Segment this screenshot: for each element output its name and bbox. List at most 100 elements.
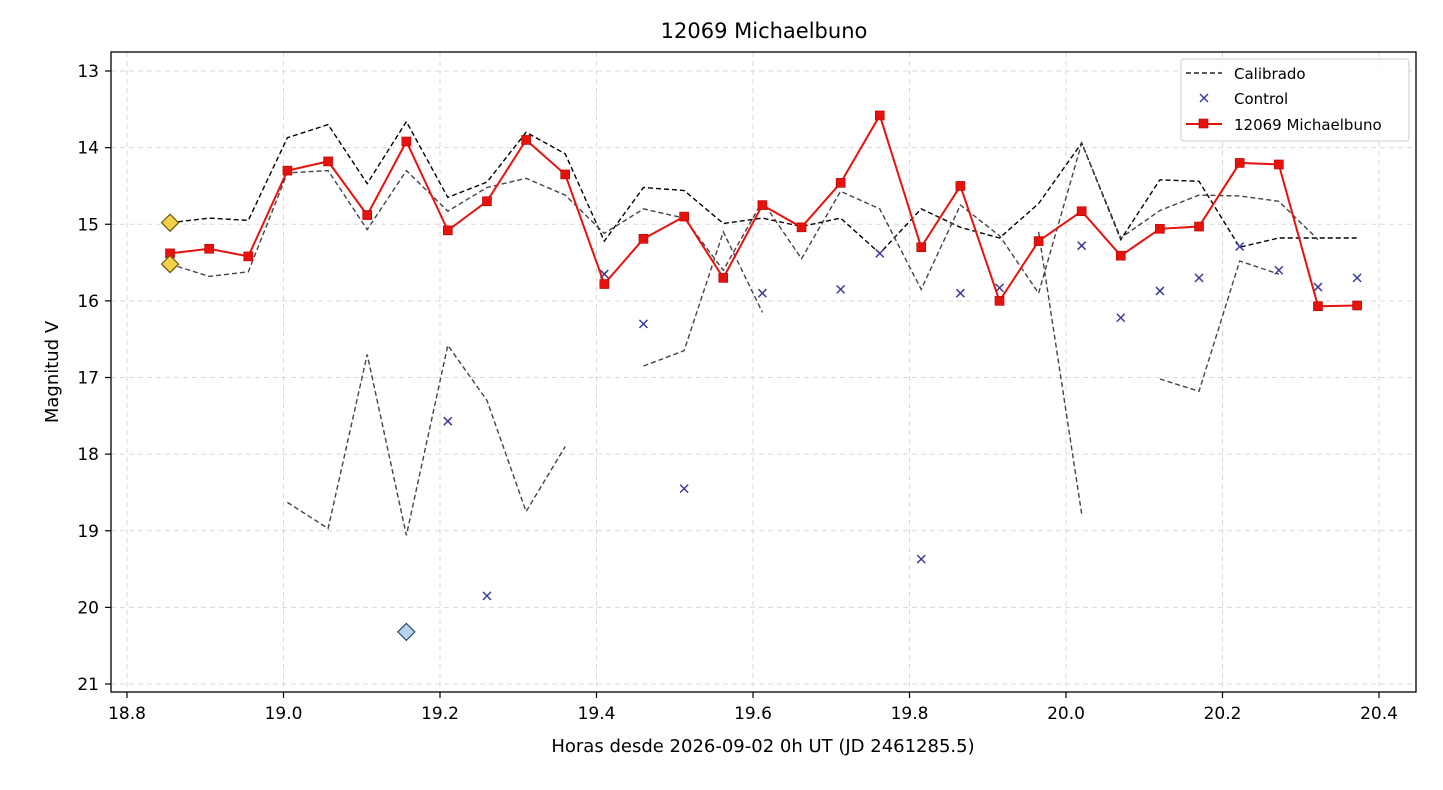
control-point-stroke [875,248,885,258]
series-comparison-line [1159,260,1280,393]
x-tick-label: 19.8 [891,704,929,724]
control-point [1077,241,1087,251]
y-tick-label: 13 [77,62,99,82]
control-point-stroke [1235,241,1245,252]
control-point-stroke [757,288,767,298]
control-point-stroke [638,319,648,329]
y-tick-label: 14 [77,139,99,159]
control-point [1352,273,1362,283]
target-point [1274,159,1284,170]
y-tick-label: 20 [77,598,99,618]
target-point [718,273,729,283]
legend-control-label: Control [1234,90,1288,108]
x-tick-label: 20.2 [1204,704,1242,724]
legend-control-swatch [1199,93,1209,103]
control-point-stroke [1077,241,1087,251]
target-point [443,225,453,236]
x-tick-label: 19.2 [421,704,459,724]
control-point-stroke [1194,273,1204,283]
series-comparison-line [287,343,566,536]
target-point [796,222,807,233]
legend-target-label: 12069 Michaelbuno [1234,116,1382,134]
control-point-stroke [916,554,926,564]
control-point-stroke [1313,282,1323,292]
x-tick-label: 19.6 [734,704,772,724]
target-point [1033,236,1044,246]
legend-calibrado-label: Calibrado [1234,65,1306,83]
series-comparison-line [643,230,764,367]
control-point [1116,313,1126,323]
control-point [1313,282,1323,292]
target-point [599,279,610,289]
control-point [443,416,453,426]
reference-diamond-yellow [160,213,180,233]
axes: 18.8 19.0 19.2 19.4 19.6 19.8 20.0 20.2 20.4 13 14… [77,62,1398,724]
target-point [521,135,531,145]
target-point [757,200,768,210]
control-point [679,484,689,494]
x-tick-label: 20.0 [1047,704,1085,724]
target-point [1194,221,1204,232]
legend: Calibrado Control 12069 Michaelbuno [1180,58,1410,142]
control-point-stroke [1155,286,1165,296]
y-tick-label: 15 [77,215,99,235]
control-point [916,554,926,564]
target-point [282,165,293,176]
target-point [1155,224,1165,234]
target-point [401,136,412,147]
target-point [560,169,571,180]
control-point-stroke [1274,265,1284,275]
plot-area-frame [110,51,1417,693]
legend-target-swatch-marker [1198,118,1209,129]
target-point [916,242,927,253]
target-point [1234,158,1245,168]
target-point [323,156,333,167]
control-point-stroke [443,416,453,426]
control-point [1235,241,1245,252]
target-point [243,251,254,262]
control-point [955,288,965,298]
x-tick-label: 20.4 [1360,704,1398,724]
target-point [638,234,649,244]
target-point [1076,206,1087,217]
target-point [204,243,214,254]
target-point [679,211,689,222]
x-tick-label: 19.4 [578,704,616,724]
control-point-stroke [1352,273,1362,283]
target-point [1115,250,1126,261]
target-point [994,296,1005,306]
y-tick-label: 19 [77,522,99,542]
target-point [482,196,492,207]
grid [111,52,1416,692]
chart-title: 12069 Michaelbuno [661,19,868,43]
control-point [1274,265,1284,275]
target-point [1313,301,1323,312]
control-point [482,591,492,601]
x-axis-title: Horas desde 2026-09-02 0h UT (JD 2461285… [551,736,974,757]
control-point-stroke [482,591,492,601]
x-tick-label: 18.8 [108,704,146,724]
control-point [836,284,846,294]
y-tick-label: 17 [77,369,99,389]
target-point [362,210,373,220]
y-tick-label: 21 [77,675,99,695]
x-tick-label: 19.0 [265,704,303,724]
control-point [638,319,648,329]
legend-box [1180,58,1410,142]
control-point [757,288,767,298]
target-point [874,110,885,121]
y-axis-title: Magnitud V [42,320,63,423]
series-comparison-line [169,140,1319,295]
series-calibrado-line [169,120,1358,255]
control-point-stroke [1116,313,1126,323]
control-point [1155,286,1165,296]
target-point [1352,300,1362,311]
reference-diamond-blue [397,622,416,642]
control-point-stroke [836,284,846,294]
reference-diamond-yellow [160,254,180,274]
control-point [875,248,885,258]
control-point-stroke [955,288,965,298]
control-point [1194,273,1204,283]
y-tick-label: 16 [77,292,99,312]
